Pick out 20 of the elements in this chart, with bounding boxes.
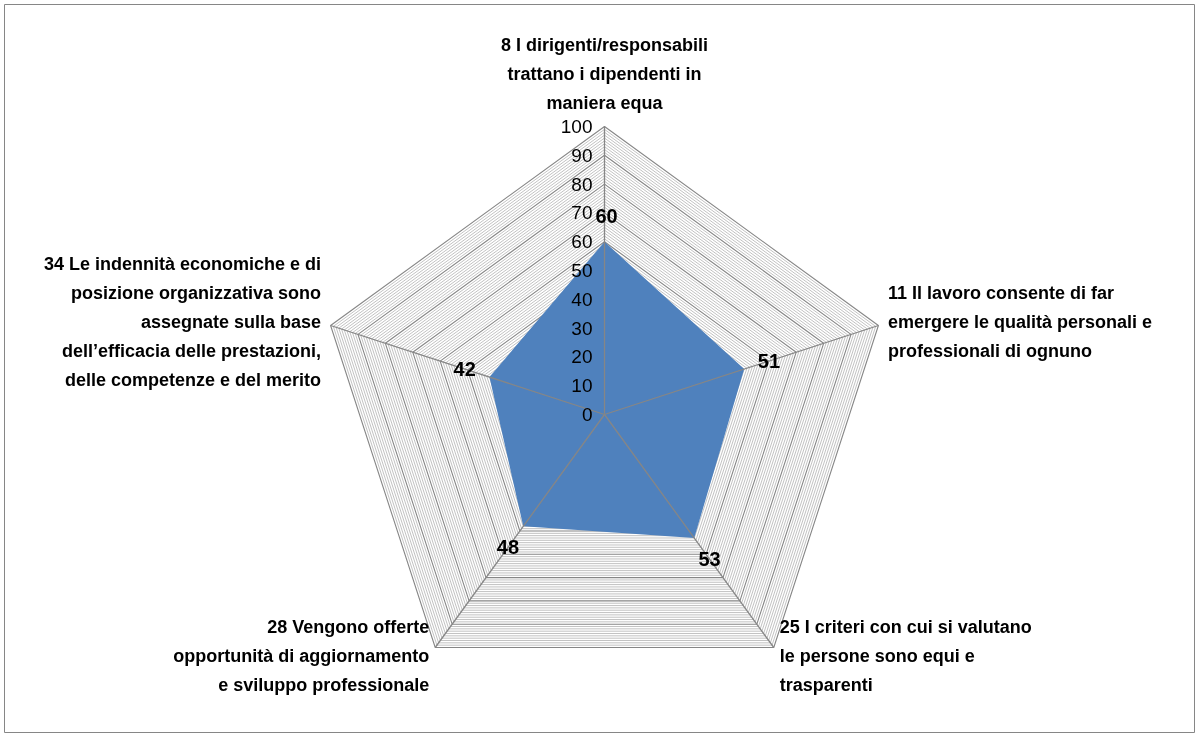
y-tick-label: 30 — [571, 317, 593, 339]
y-tick-label: 40 — [571, 288, 593, 310]
spoke-label: 8 I dirigenti/responsabili trattano i dipendenti in maniera equa — [500, 34, 709, 113]
data-label: 53 — [698, 548, 721, 571]
y-tick-label: 60 — [571, 231, 593, 253]
y-tick-label: 80 — [571, 173, 593, 195]
spoke-label: 34 Le indennità economiche e di posizione organizzativa sono assegnate sulla base dell’efficacia delle prestazioni, delle competenze e del merito — [44, 254, 322, 391]
spoke-label: 25 I criteri con cui si valutano le persone sono equi e trasparenti — [779, 616, 1032, 695]
y-tick-label: 100 — [560, 116, 593, 137]
data-label: 51 — [757, 350, 781, 373]
y-tick-label: 70 — [571, 202, 593, 224]
y-tick-label: 20 — [571, 346, 593, 368]
y-tick-label: 10 — [571, 375, 593, 397]
data-label: 42 — [453, 358, 476, 381]
data-label: 60 — [595, 204, 618, 227]
spoke-label: 28 Vengono offerte opportunità di aggiornamento e sviluppo professionale — [173, 616, 430, 695]
y-tick-label: 90 — [571, 144, 593, 166]
spoke-label: 11 Il lavoro consente di far emergere le qualità personali e professionali di ognuno — [887, 283, 1153, 362]
data-label: 48 — [496, 536, 520, 559]
y-tick-label: 0 — [581, 404, 593, 425]
